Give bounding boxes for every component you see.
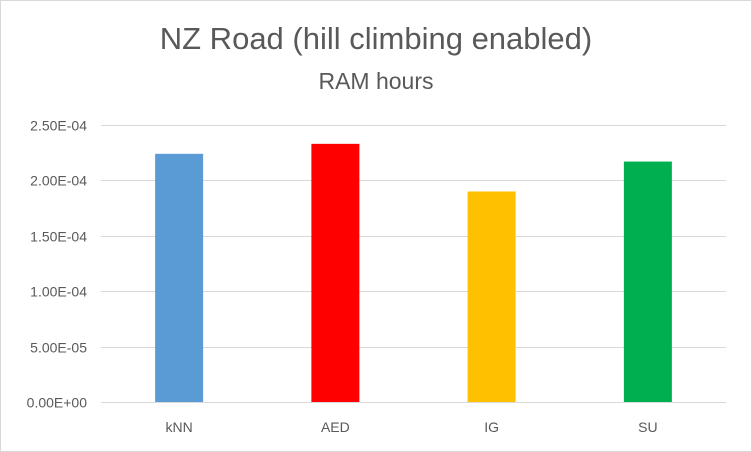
y-tick-label: 2.50E-04 — [30, 118, 87, 134]
bar-su — [623, 161, 672, 402]
x-tick-label: IG — [484, 419, 499, 435]
chart-title: NZ Road (hill climbing enabled) — [159, 21, 593, 56]
y-tick-label: 2.00E-04 — [30, 173, 87, 189]
y-tick-label: 1.50E-04 — [30, 229, 87, 245]
bar-ig — [467, 191, 516, 402]
y-tick-label: 0.00E+00 — [27, 395, 88, 411]
bar-aed — [311, 143, 360, 402]
bar-knn — [155, 153, 204, 402]
x-tick-label: SU — [638, 419, 657, 435]
x-tick-label: AED — [321, 419, 350, 435]
chart-subtitle: RAM hours — [318, 68, 434, 94]
y-tick-label: 1.00E-04 — [30, 284, 87, 300]
x-tick-label: kNN — [166, 419, 193, 435]
y-tick-label: 5.00E-05 — [30, 340, 87, 356]
